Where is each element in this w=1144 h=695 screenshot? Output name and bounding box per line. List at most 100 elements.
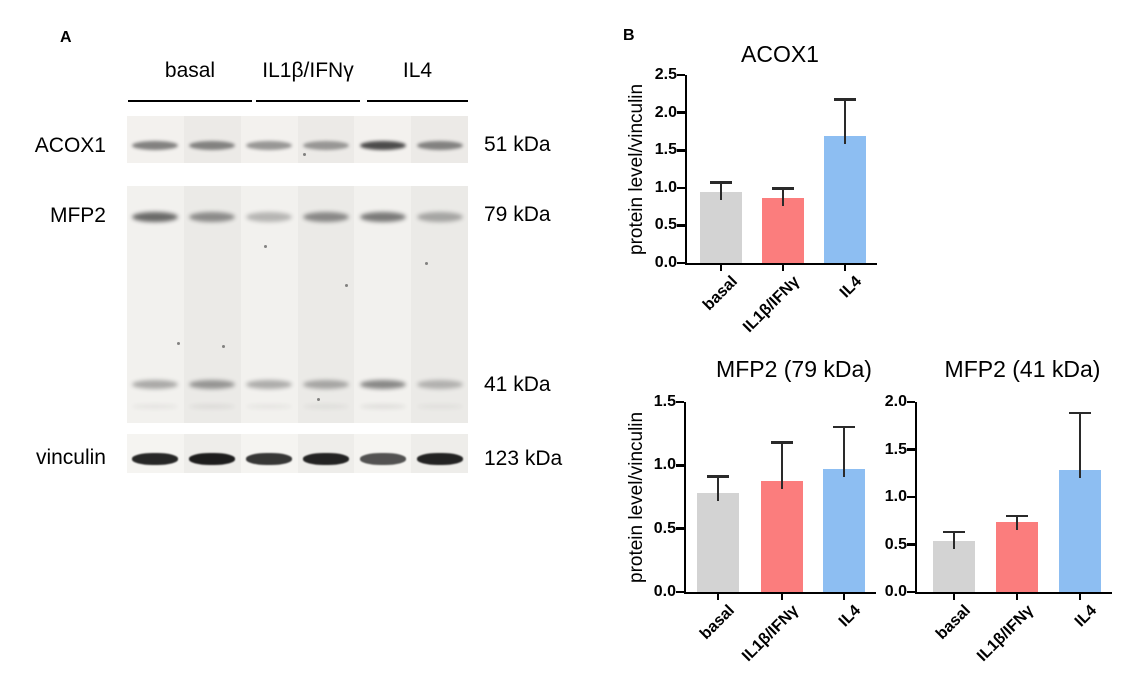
chart-title-acox1: ACOX1: [741, 41, 819, 67]
blot-lane: [184, 116, 241, 163]
lane-group-header-il4: IL4: [367, 57, 468, 102]
western-blot-strip-acox1: [127, 116, 468, 163]
x-tick-mark: [842, 592, 846, 600]
blot-band: [359, 404, 406, 409]
x-tick-mark: [719, 263, 723, 271]
blot-speck: [264, 245, 267, 248]
blot-lane: [298, 116, 355, 163]
x-tick-label-il1b-ifng: IL1β/IFNγ: [974, 602, 1038, 665]
plot-area-mfp2-41kda: 0.0 0.5 1.0 1.5 2.0 basal IL1β/IFNγ IL4: [885, 393, 1112, 665]
y-tick-label: 0.0: [884, 583, 907, 600]
blot-band: [416, 141, 463, 150]
blot-band: [132, 141, 179, 150]
blot-band: [302, 141, 349, 150]
blot-band: [246, 453, 293, 465]
blot-lane: [241, 116, 298, 163]
error-bar-line: [717, 476, 719, 502]
blot-speck: [303, 153, 306, 156]
x-tick-mark: [1078, 592, 1082, 600]
y-tick-mark: [676, 590, 684, 594]
x-tick-label-il1b-ifng: IL1β/IFNγ: [739, 602, 803, 665]
bar-basal: [700, 191, 742, 263]
error-bar-line: [781, 442, 783, 489]
blot-speck: [345, 284, 348, 287]
error-bar-cap: [834, 98, 856, 101]
western-blot-strip-mfp2: [127, 186, 468, 423]
blot-speck: [425, 262, 428, 265]
error-bar-cap: [1006, 514, 1028, 517]
y-tick-label: 1.5: [654, 141, 677, 159]
blot-band: [302, 380, 349, 389]
error-bar-cap: [707, 475, 729, 478]
y-tick-label: 0.0: [654, 254, 677, 271]
error-bar-line: [1079, 413, 1081, 479]
y-tick-mark: [907, 448, 915, 451]
y-axis-title-mfp2-79kda: protein level/vinculin: [626, 411, 647, 583]
error-bar-cap: [772, 187, 794, 190]
y-tick-label: 0.5: [653, 519, 676, 537]
y-tick-label: 0.5: [654, 216, 677, 234]
y-tick-label: 0.0: [653, 583, 676, 600]
bar-chart-mfp2-79kda: MFP2 (79 kDa) protein level/vinculin 0.0…: [612, 348, 922, 695]
x-tick-mark: [780, 592, 784, 600]
lane-group-header-il1b-ifng: IL1β/IFNγ: [256, 57, 360, 102]
protein-label-mfp2: MFP2: [49, 204, 106, 227]
x-tick-label-basal: basal: [933, 602, 975, 643]
blot-band: [359, 453, 406, 465]
error-bar-line: [782, 188, 784, 207]
bar-basal: [697, 493, 739, 592]
blot-band: [246, 404, 293, 409]
y-tick-label: 2.0: [654, 103, 677, 121]
blot-band: [359, 380, 406, 389]
blot-band: [189, 404, 236, 409]
y-tick-mark: [677, 73, 685, 77]
blot-band: [132, 212, 179, 222]
error-bar-line: [843, 427, 845, 478]
blot-speck: [177, 342, 180, 345]
bar-chart-acox1: ACOX1 protein level/vinculin 0.0 0.5 1.0 1.…: [612, 36, 922, 341]
blot-band: [302, 212, 349, 222]
y-tick-label: 0.5: [884, 535, 907, 553]
blot-lane: [127, 116, 184, 163]
bar-IL4: [824, 135, 866, 263]
x-tick-label-il4: IL4: [835, 602, 865, 631]
blot-band: [416, 404, 463, 409]
error-bar-line: [953, 532, 955, 549]
blot-band: [132, 380, 179, 389]
bar-IL4: [823, 469, 865, 592]
panel-b-label: B: [623, 27, 635, 44]
error-bar-line: [1016, 516, 1018, 530]
group-underline: [367, 99, 468, 102]
y-tick-mark: [677, 224, 685, 227]
western-blot-strip-vinculin: [127, 434, 468, 473]
y-tick-mark: [677, 261, 685, 265]
blot-band: [416, 212, 463, 222]
group-underline: [256, 99, 360, 102]
blot-band: [132, 404, 179, 409]
lane-group-header-il4-text: IL4: [402, 59, 433, 82]
blot-band: [246, 212, 293, 222]
y-tick-label: 1.0: [884, 488, 907, 505]
lane-group-header-basal-text: basal: [164, 59, 216, 82]
y-axis-title-acox1: protein level/vinculin: [626, 83, 647, 255]
lane-group-header-basal: basal: [128, 57, 252, 102]
y-tick-mark: [907, 400, 915, 404]
y-tick-mark: [677, 149, 685, 152]
y-tick-label: 1.0: [653, 456, 676, 474]
bar-IL1β/IFNγ: [762, 198, 804, 263]
error-bar-line: [720, 182, 722, 200]
blot-speck: [222, 345, 225, 348]
y-tick-label: 1.5: [653, 393, 676, 410]
x-tick-label-il4: IL4: [836, 273, 866, 302]
x-tick-label-basal: basal: [700, 273, 742, 314]
protein-label-acox1: ACOX1: [34, 134, 106, 157]
blot-lane: [354, 116, 411, 163]
lane-group-header-il1b-ifng-text: IL1β/IFNγ: [262, 59, 354, 82]
y-tick-mark: [677, 186, 685, 190]
y-tick-mark: [677, 111, 685, 114]
y-tick-mark: [907, 543, 915, 546]
y-tick-mark: [676, 527, 684, 530]
x-tick-mark: [1015, 592, 1019, 600]
blot-band: [359, 141, 406, 150]
error-bar-cap: [710, 181, 732, 184]
